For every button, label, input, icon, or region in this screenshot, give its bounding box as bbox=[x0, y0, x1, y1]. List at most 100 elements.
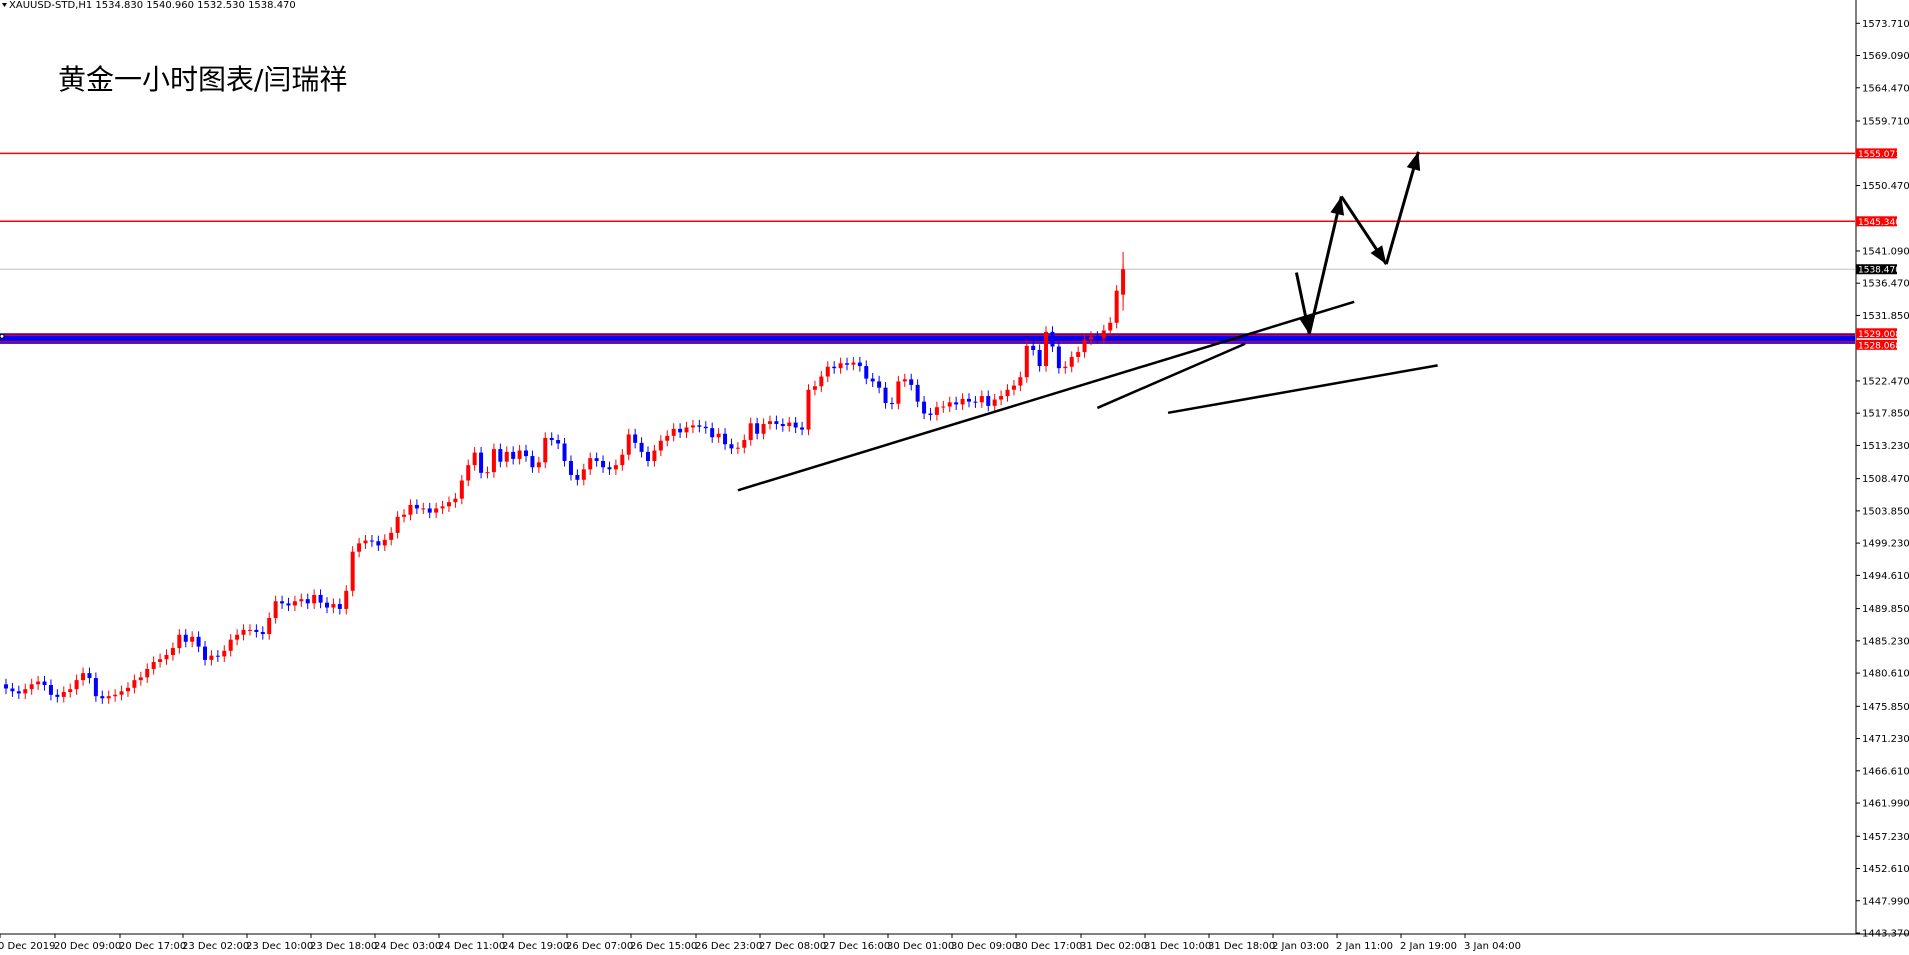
price-tick-label: 1550.470 bbox=[1862, 181, 1909, 192]
arrow-shaft bbox=[1307, 196, 1343, 335]
candle-body bbox=[132, 680, 137, 688]
price-tick-label: 1452.610 bbox=[1862, 864, 1909, 875]
candle-body bbox=[453, 498, 458, 503]
candle-body bbox=[845, 363, 850, 365]
candle-body bbox=[678, 428, 683, 433]
candle-body bbox=[427, 508, 432, 513]
price-tag-label: 1528.068 bbox=[1858, 341, 1901, 351]
candle-body bbox=[170, 648, 175, 656]
price-tick-label: 1475.850 bbox=[1862, 702, 1909, 713]
arrow-head-icon bbox=[1370, 245, 1387, 265]
price-tick-label: 1499.230 bbox=[1862, 539, 1909, 550]
price-tick-label: 1503.850 bbox=[1862, 506, 1909, 517]
candle-body bbox=[986, 396, 991, 406]
time-tick-label: 31 Dec 10:00 bbox=[1144, 941, 1211, 952]
candle-body bbox=[344, 590, 349, 609]
price-tick-label: 1489.850 bbox=[1862, 604, 1909, 615]
candle-body bbox=[774, 421, 779, 424]
candle-body bbox=[485, 472, 490, 474]
candle-body bbox=[1031, 345, 1036, 350]
time-tick-label: 23 Dec 10:00 bbox=[246, 941, 313, 952]
time-tick-label: 24 Dec 03:00 bbox=[374, 941, 441, 952]
candle-body bbox=[973, 401, 978, 403]
candle-body bbox=[1024, 345, 1029, 378]
candle-body bbox=[671, 428, 676, 436]
candle-body bbox=[196, 636, 201, 647]
candle-body bbox=[125, 687, 130, 692]
candle-body bbox=[479, 452, 484, 473]
time-tick-label: 23 Dec 02:00 bbox=[182, 941, 249, 952]
candle-body bbox=[119, 691, 124, 695]
candle-body bbox=[626, 434, 631, 455]
candle-body bbox=[292, 601, 297, 606]
candle-body bbox=[684, 427, 689, 433]
candle-body bbox=[350, 551, 355, 591]
candle-body bbox=[190, 636, 195, 642]
price-tick-label: 1443.370 bbox=[1862, 929, 1909, 940]
candle-body bbox=[793, 422, 798, 428]
candle-body bbox=[767, 421, 772, 424]
candle-body bbox=[967, 398, 971, 402]
candle-body bbox=[889, 403, 894, 405]
candle-body bbox=[549, 437, 554, 441]
candle-body bbox=[504, 451, 509, 462]
candle-body bbox=[203, 646, 208, 660]
candle-body bbox=[414, 504, 419, 509]
candle-body bbox=[235, 634, 240, 640]
candle-body bbox=[909, 379, 914, 385]
price-tick-label: 1508.470 bbox=[1862, 474, 1909, 485]
candle-body bbox=[947, 402, 952, 407]
candle-body bbox=[652, 450, 657, 461]
candle-body bbox=[575, 474, 580, 480]
candle-body bbox=[1082, 339, 1087, 353]
candle-body bbox=[23, 689, 28, 694]
candle-body bbox=[1114, 290, 1119, 323]
symbol-ohlc-text: XAUUSD-STD,H1 1534.830 1540.960 1532.530… bbox=[9, 0, 296, 11]
candle-body bbox=[665, 435, 670, 441]
candle-body bbox=[825, 366, 830, 377]
candle-body bbox=[357, 543, 362, 552]
candle-body bbox=[735, 447, 740, 449]
time-tick-label: 30 Dec 17:00 bbox=[1015, 941, 1082, 952]
candle-body bbox=[48, 685, 53, 695]
candle-body bbox=[530, 456, 535, 468]
price-tag-label: 1529.008 bbox=[1858, 330, 1901, 340]
candle-body bbox=[524, 450, 529, 457]
price-tick-label: 1485.230 bbox=[1862, 636, 1909, 647]
candle-body bbox=[1069, 356, 1074, 367]
dropdown-triangle-icon[interactable] bbox=[2, 3, 7, 7]
candle-body bbox=[992, 399, 997, 406]
support-band bbox=[0, 333, 1855, 344]
candle-body bbox=[68, 689, 73, 692]
time-tick-label: 26 Dec 15:00 bbox=[630, 941, 697, 952]
candle-body bbox=[697, 425, 702, 427]
candle-body bbox=[376, 541, 381, 546]
candle-body bbox=[896, 381, 901, 404]
candle-body bbox=[10, 688, 15, 692]
candle-body bbox=[922, 401, 927, 414]
candle-body bbox=[331, 604, 336, 608]
price-tick-label: 1564.470 bbox=[1862, 83, 1909, 94]
candle-body bbox=[1095, 336, 1100, 339]
candle-body bbox=[1056, 346, 1061, 369]
candle-body bbox=[280, 601, 285, 604]
candle-body bbox=[286, 603, 291, 606]
candle-body bbox=[857, 362, 862, 367]
candle-body bbox=[472, 452, 477, 466]
price-tag bbox=[1856, 264, 1897, 275]
candle-body bbox=[36, 681, 41, 685]
candle-body bbox=[556, 440, 561, 444]
symbol-header: XAUUSD-STD,H1 1534.830 1540.960 1532.530… bbox=[2, 0, 296, 11]
price-tick-label: 1447.990 bbox=[1862, 896, 1909, 907]
candle-body bbox=[440, 506, 445, 509]
candle-body bbox=[93, 678, 98, 697]
candle-body bbox=[87, 673, 92, 679]
candle-body bbox=[29, 684, 34, 690]
price-tick-label: 1480.610 bbox=[1862, 669, 1909, 680]
candle-body bbox=[382, 539, 387, 546]
price-tick-label: 1466.610 bbox=[1862, 766, 1909, 777]
